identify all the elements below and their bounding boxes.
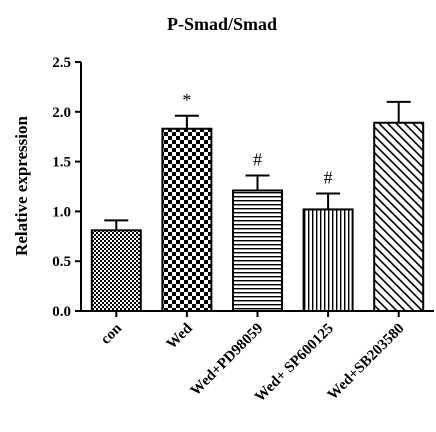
- x-tick-label: Wed: [164, 320, 196, 352]
- x-tick-label: con: [98, 320, 126, 348]
- y-axis-ticks: 0.0 0.5 1.0 1.5 2.0 2.5: [52, 55, 81, 320]
- y-tick-label: 0.5: [52, 254, 71, 270]
- x-tick-label: Wed+PD98059: [188, 321, 267, 400]
- y-tick-label: 1.5: [52, 155, 71, 171]
- significance-marker: #: [324, 167, 333, 187]
- bar: [232, 189, 283, 312]
- y-axis-label: Relative expression: [12, 115, 31, 255]
- bars: * # #: [90, 90, 425, 313]
- bar: [90, 229, 142, 313]
- chart-title: P-Smad/Smad: [167, 14, 277, 34]
- bar: [161, 127, 213, 312]
- y-tick-label: 2.0: [52, 105, 71, 121]
- significance-marker: *: [182, 90, 191, 110]
- bar: [302, 208, 354, 313]
- y-tick-label: 0.0: [52, 304, 71, 320]
- bar: [373, 121, 425, 312]
- significance-marker: #: [253, 150, 262, 170]
- y-tick-label: 1.0: [52, 204, 71, 220]
- x-tick-label: Wed+SB203580: [325, 321, 408, 404]
- y-tick-label: 2.5: [52, 55, 71, 71]
